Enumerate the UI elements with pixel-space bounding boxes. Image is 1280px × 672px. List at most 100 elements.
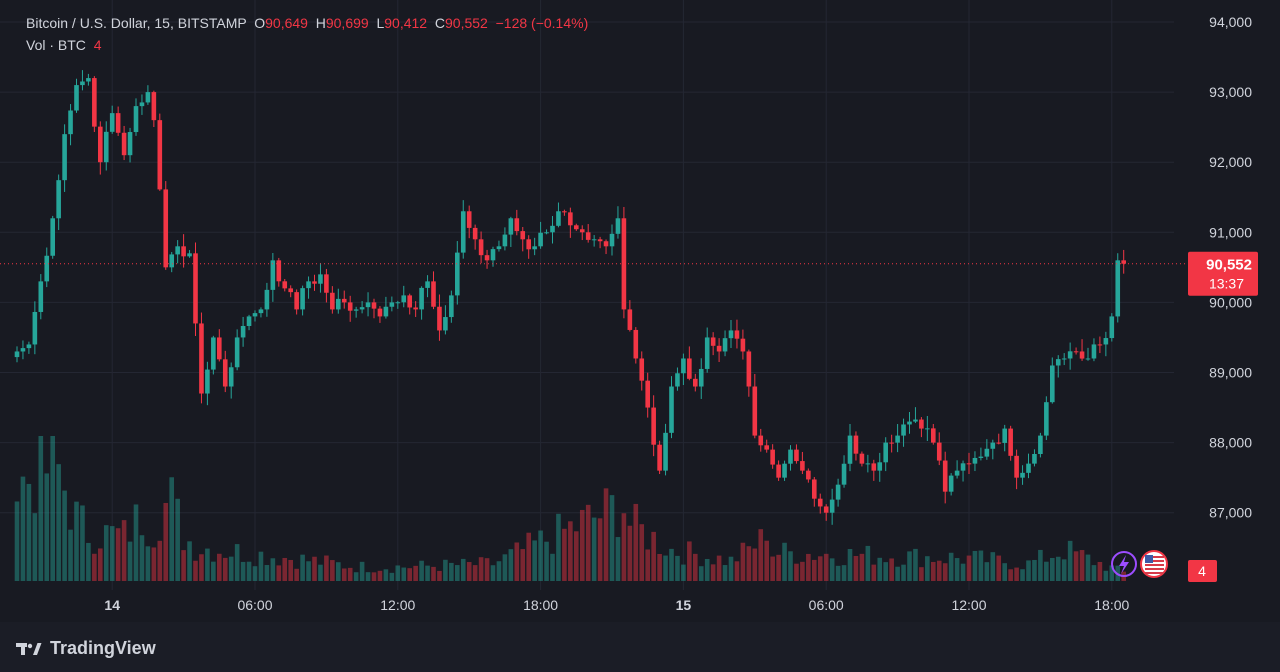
candle-body[interactable] [817,498,823,507]
candle-body[interactable] [246,316,252,327]
candle-body[interactable] [359,307,365,310]
candle-body[interactable] [187,253,192,257]
candle-body[interactable] [776,464,781,478]
candle-body[interactable] [496,246,502,250]
candle-body[interactable] [693,378,698,387]
candle-body[interactable] [633,329,639,359]
candle-body[interactable] [38,281,44,312]
candle-body[interactable] [68,110,73,135]
candle-body[interactable] [1032,454,1037,464]
price-chart[interactable]: 94,000 93,000 92,000 91,000 90,000 89,000 88,0… [0,0,1280,622]
candle-body[interactable] [347,302,353,311]
candle-body[interactable] [1097,344,1103,346]
candle-body[interactable] [532,246,537,250]
candle-body[interactable] [240,326,246,338]
candle-body[interactable] [722,338,728,352]
candle-body[interactable] [109,113,115,132]
candle-body[interactable] [954,470,960,476]
candle-body[interactable] [746,351,752,387]
candle-body[interactable] [990,442,996,449]
candle-body[interactable] [669,386,674,433]
candle-body[interactable] [919,419,924,429]
candle-body[interactable] [520,231,526,240]
candle-body[interactable] [960,463,966,471]
candle-body[interactable] [1002,428,1007,443]
candle-body[interactable] [98,126,103,163]
candle-body[interactable] [74,85,79,111]
candle-body[interactable] [377,308,383,317]
candle-body[interactable] [62,134,67,181]
candle-body[interactable] [615,218,621,234]
candle-body[interactable] [877,462,883,471]
candle-body[interactable] [770,449,775,465]
candle-body[interactable] [264,289,270,310]
volume-label[interactable]: Vol · BTC [26,37,86,53]
candle-body[interactable] [847,435,853,464]
candle-body[interactable] [1061,358,1067,360]
candle-body[interactable] [556,211,561,226]
candle-body[interactable] [175,246,180,255]
candle-body[interactable] [472,227,478,240]
candle-body[interactable] [20,348,26,352]
candle-body[interactable] [460,211,466,253]
candle-body[interactable] [484,255,490,261]
candle-body[interactable] [103,131,109,163]
candle-body[interactable] [365,302,371,308]
candle-body[interactable] [1038,435,1043,455]
candle-body[interactable] [466,211,472,228]
candle-body[interactable] [341,298,347,303]
candle-body[interactable] [544,232,549,234]
candle-body[interactable] [579,229,585,233]
candle-body[interactable] [841,463,847,485]
candle-body[interactable] [585,232,591,240]
candle-body[interactable] [294,292,299,310]
candle-body[interactable] [883,442,888,463]
candle-body[interactable] [419,287,424,310]
candle-body[interactable] [526,239,531,250]
candle-body[interactable] [627,309,633,330]
candle-body[interactable] [562,211,567,213]
candle-body[interactable] [92,78,97,127]
candle-body[interactable] [609,233,615,247]
candle-body[interactable] [972,457,978,464]
candle-body[interactable] [478,239,484,256]
candle-body[interactable] [865,463,871,465]
candle-body[interactable] [1103,338,1109,345]
candle-body[interactable] [675,373,680,387]
candle-body[interactable] [258,309,264,314]
candle-body[interactable] [823,506,829,513]
candle-body[interactable] [1079,351,1085,359]
candle-body[interactable] [276,260,282,282]
candle-body[interactable] [234,337,240,368]
candle-body[interactable] [1044,402,1049,436]
candle-body[interactable] [252,313,258,317]
candle-body[interactable] [401,295,407,303]
candle-body[interactable] [639,358,645,381]
candle-body[interactable] [1050,365,1055,403]
candle-body[interactable] [550,225,555,233]
candle-body[interactable] [14,351,20,358]
candle-body[interactable] [139,102,145,107]
candle-body[interactable] [371,302,377,309]
candle-body[interactable] [681,358,686,374]
candle-body[interactable] [901,424,906,436]
symbol-title[interactable]: Bitcoin / U.S. Dollar, 15, BITSTAMP [26,15,247,31]
candle-body[interactable] [782,463,787,478]
candle-body[interactable] [127,132,133,156]
candle-body[interactable] [222,359,228,387]
candle-body[interactable] [145,92,151,103]
candle-body[interactable] [437,306,442,331]
candle-body[interactable] [829,499,835,513]
candle-body[interactable] [835,484,841,500]
candle-body[interactable] [56,180,61,219]
candle-body[interactable] [228,367,234,387]
candle-body[interactable] [44,255,50,282]
candle-body[interactable] [942,460,948,492]
candle-body[interactable] [651,407,656,445]
candle-body[interactable] [948,475,954,492]
candle-body[interactable] [597,239,603,242]
candle-body[interactable] [871,463,877,471]
candle-body[interactable] [996,442,1002,444]
candle-body[interactable] [621,218,627,310]
